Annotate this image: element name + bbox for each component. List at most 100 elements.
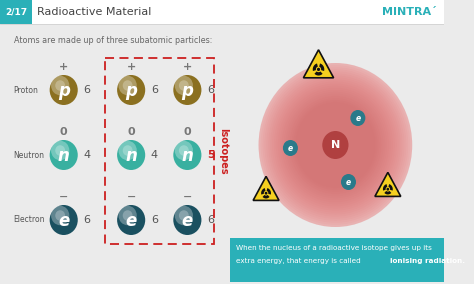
Text: Isotopes: Isotopes bbox=[218, 128, 228, 174]
Polygon shape bbox=[303, 50, 334, 78]
Circle shape bbox=[264, 69, 406, 221]
Polygon shape bbox=[263, 195, 270, 199]
Circle shape bbox=[386, 188, 389, 191]
Circle shape bbox=[272, 77, 399, 213]
Text: extra energy, that energy is called: extra energy, that energy is called bbox=[236, 258, 363, 264]
Circle shape bbox=[118, 76, 137, 95]
Circle shape bbox=[317, 68, 320, 71]
Circle shape bbox=[261, 65, 410, 225]
Text: 2/17: 2/17 bbox=[5, 7, 27, 16]
Circle shape bbox=[179, 80, 189, 91]
Circle shape bbox=[295, 102, 376, 188]
Polygon shape bbox=[253, 176, 279, 201]
Circle shape bbox=[55, 210, 65, 221]
Circle shape bbox=[175, 76, 193, 95]
Text: ionising radiation.: ionising radiation. bbox=[390, 258, 465, 264]
Circle shape bbox=[55, 145, 65, 156]
Text: 6: 6 bbox=[151, 215, 158, 225]
Text: −: − bbox=[59, 192, 68, 202]
Text: p: p bbox=[182, 82, 193, 100]
Circle shape bbox=[118, 141, 137, 160]
Circle shape bbox=[179, 145, 189, 156]
Text: 5: 5 bbox=[207, 150, 215, 160]
Circle shape bbox=[175, 141, 193, 160]
Text: Atoms are made up of three subatomic particles:: Atoms are made up of three subatomic par… bbox=[14, 36, 212, 45]
Text: p: p bbox=[125, 82, 137, 100]
Circle shape bbox=[117, 75, 145, 105]
Circle shape bbox=[258, 63, 412, 227]
Circle shape bbox=[118, 206, 137, 225]
Text: When the nucleus of a radioactive isotope gives up its: When the nucleus of a radioactive isotop… bbox=[236, 245, 432, 251]
FancyBboxPatch shape bbox=[0, 0, 444, 24]
Text: 6: 6 bbox=[83, 215, 91, 225]
Polygon shape bbox=[267, 188, 271, 195]
FancyBboxPatch shape bbox=[230, 238, 444, 282]
Text: +: + bbox=[183, 62, 192, 72]
Polygon shape bbox=[375, 172, 401, 197]
Text: −: − bbox=[127, 192, 136, 202]
Circle shape bbox=[175, 206, 193, 225]
Text: Proton: Proton bbox=[13, 85, 38, 95]
Text: e: e bbox=[182, 212, 193, 230]
Circle shape bbox=[173, 75, 201, 105]
Circle shape bbox=[123, 145, 133, 156]
Text: Electron: Electron bbox=[13, 216, 45, 224]
Text: MINTRA´: MINTRA´ bbox=[382, 7, 437, 17]
Circle shape bbox=[276, 82, 395, 208]
Circle shape bbox=[50, 75, 78, 105]
Circle shape bbox=[51, 206, 69, 225]
Polygon shape bbox=[383, 184, 387, 191]
Circle shape bbox=[50, 140, 78, 170]
Polygon shape bbox=[261, 188, 265, 195]
Circle shape bbox=[117, 205, 145, 235]
Text: e: e bbox=[346, 178, 351, 187]
Text: 6: 6 bbox=[207, 85, 214, 95]
Text: e: e bbox=[288, 144, 293, 153]
Circle shape bbox=[51, 141, 69, 160]
Polygon shape bbox=[319, 63, 324, 71]
Circle shape bbox=[179, 210, 189, 221]
Circle shape bbox=[173, 205, 201, 235]
Circle shape bbox=[123, 80, 133, 91]
Text: e: e bbox=[126, 212, 137, 230]
Circle shape bbox=[274, 80, 397, 211]
Text: e: e bbox=[58, 212, 69, 230]
Circle shape bbox=[264, 192, 267, 195]
Circle shape bbox=[117, 140, 145, 170]
Text: p: p bbox=[58, 82, 70, 100]
Circle shape bbox=[283, 90, 387, 200]
Text: N: N bbox=[331, 140, 340, 150]
Circle shape bbox=[293, 100, 378, 190]
Circle shape bbox=[258, 63, 412, 227]
Text: 6: 6 bbox=[207, 215, 214, 225]
Circle shape bbox=[291, 98, 380, 192]
Text: Radioactive Material: Radioactive Material bbox=[37, 7, 152, 17]
FancyBboxPatch shape bbox=[0, 0, 32, 24]
Text: 0: 0 bbox=[60, 127, 67, 137]
Text: +: + bbox=[59, 62, 68, 72]
Text: 4: 4 bbox=[83, 150, 91, 160]
Circle shape bbox=[285, 92, 385, 198]
Circle shape bbox=[51, 76, 69, 95]
Circle shape bbox=[263, 67, 409, 223]
Circle shape bbox=[341, 174, 356, 190]
Circle shape bbox=[278, 83, 393, 206]
Circle shape bbox=[282, 87, 389, 202]
Circle shape bbox=[322, 131, 348, 159]
Polygon shape bbox=[314, 71, 323, 76]
Circle shape bbox=[173, 140, 201, 170]
Polygon shape bbox=[313, 63, 318, 71]
Circle shape bbox=[123, 210, 133, 221]
Text: n: n bbox=[58, 147, 70, 165]
Text: 0: 0 bbox=[183, 127, 191, 137]
Polygon shape bbox=[388, 184, 393, 191]
Text: n: n bbox=[182, 147, 193, 165]
Circle shape bbox=[55, 80, 65, 91]
Circle shape bbox=[268, 73, 402, 217]
Text: n: n bbox=[125, 147, 137, 165]
Circle shape bbox=[350, 110, 365, 126]
Circle shape bbox=[266, 71, 404, 219]
Polygon shape bbox=[384, 191, 392, 195]
Circle shape bbox=[289, 96, 382, 194]
Text: e: e bbox=[356, 114, 360, 123]
